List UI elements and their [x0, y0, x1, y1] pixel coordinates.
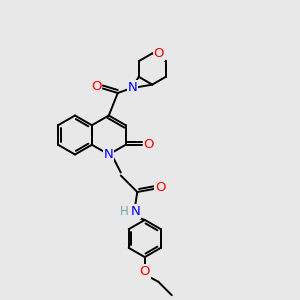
Text: H: H: [119, 205, 128, 218]
Text: N: N: [104, 148, 114, 161]
Text: N: N: [131, 205, 141, 218]
Text: O: O: [140, 265, 150, 278]
Text: O: O: [155, 181, 166, 194]
Text: O: O: [143, 138, 154, 151]
Text: O: O: [91, 80, 101, 94]
Text: O: O: [154, 47, 164, 60]
Text: N: N: [128, 81, 138, 94]
